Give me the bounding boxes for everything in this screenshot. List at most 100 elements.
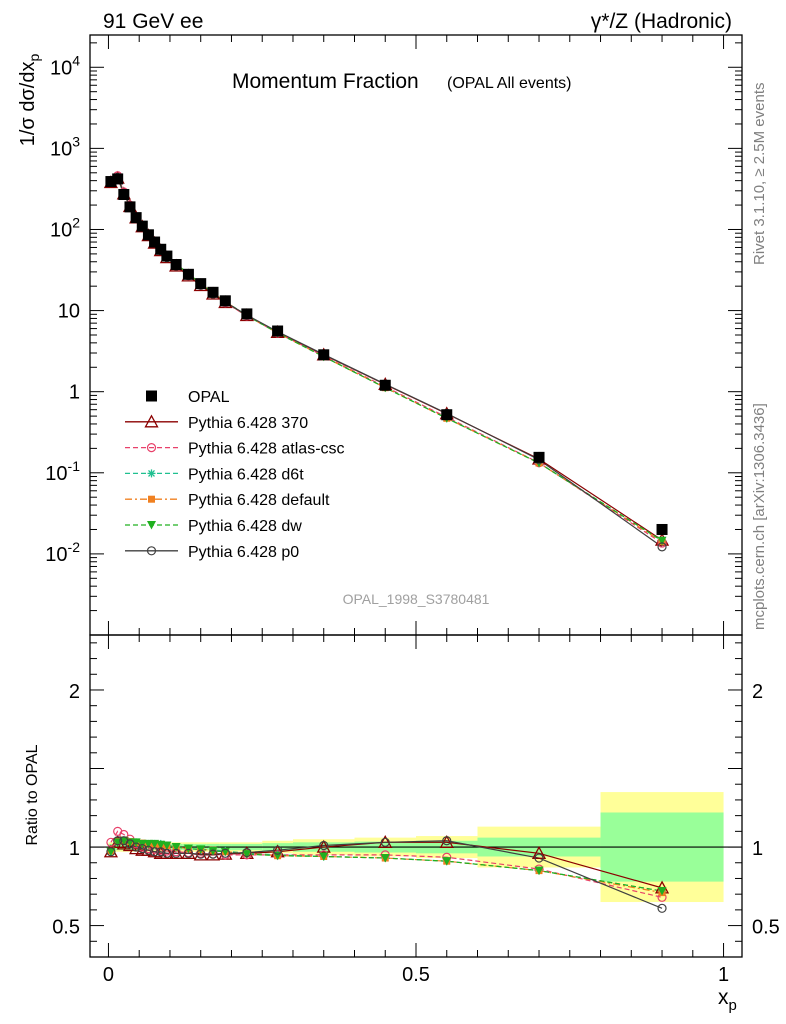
plot-subtitle: (OPAL All events) bbox=[447, 75, 572, 92]
top-series-markers bbox=[103, 170, 670, 552]
data-point-opal bbox=[155, 243, 167, 255]
data-point-opal bbox=[195, 278, 207, 290]
ratio-line-default bbox=[110, 839, 663, 894]
data-point-opal bbox=[130, 212, 142, 224]
data-point-dw bbox=[657, 536, 667, 546]
ratio-point-p0 bbox=[113, 836, 123, 846]
plot-title: Momentum Fraction bbox=[232, 70, 419, 93]
data-point-opal bbox=[272, 325, 284, 337]
x-tick-label: 1 bbox=[718, 964, 729, 986]
data-point-opal bbox=[533, 451, 545, 463]
data-point-opal bbox=[170, 259, 182, 271]
data-point-opal bbox=[182, 268, 194, 280]
ratio-point-p0 bbox=[156, 847, 166, 857]
y-axis-label: 1/σ dσ/dxp bbox=[17, 54, 42, 147]
ratio-point-p370 bbox=[129, 841, 144, 855]
ratio-point-dw bbox=[143, 839, 153, 849]
legend-label-default: Pythia 6.428 default bbox=[188, 492, 330, 509]
ratio-point-p370 bbox=[439, 834, 454, 848]
ratio-point-dw bbox=[171, 843, 181, 852]
series-line-default bbox=[110, 176, 663, 543]
y-tick-label: 103 bbox=[50, 133, 80, 160]
analysis-watermark: OPAL_1998_S3780481 bbox=[343, 591, 490, 607]
data-point-opal bbox=[441, 409, 453, 421]
ratio-point-dw bbox=[442, 857, 452, 866]
legend-marker-atlas bbox=[146, 443, 157, 453]
ratio-point-dw bbox=[242, 850, 252, 859]
ratio-point-p370 bbox=[181, 845, 196, 859]
ratio-tick-label: 2 bbox=[752, 681, 763, 703]
ratio-point-dw bbox=[534, 866, 544, 876]
ratio-point-p0 bbox=[220, 848, 230, 858]
ratio-point-p0 bbox=[106, 847, 116, 857]
top-axes: 10-2 10-1 1 10 102 103 104 bbox=[45, 34, 743, 636]
ratio-point-p0 bbox=[137, 844, 147, 854]
ratio-tick-label: 1 bbox=[752, 838, 763, 860]
ratio-tick-label: 0.5 bbox=[752, 917, 780, 939]
y-tick-label: 10 bbox=[58, 301, 80, 323]
data-point-opal bbox=[105, 176, 117, 188]
ratio-point-p0 bbox=[143, 845, 154, 855]
ratio-point-p0 bbox=[273, 845, 283, 855]
ratio-point-p370 bbox=[531, 845, 547, 859]
ratio-point-p0 bbox=[162, 848, 172, 858]
legend-label-opal: OPAL bbox=[188, 389, 230, 406]
y-tick-label: 10-2 bbox=[45, 539, 80, 566]
legend-label-dw: Pythia 6.428 dw bbox=[188, 518, 302, 535]
legend-marker-d6t bbox=[147, 469, 156, 478]
series-line-dw bbox=[110, 177, 663, 542]
legend-marker-default bbox=[148, 495, 155, 503]
ratio-point-dw bbox=[319, 852, 329, 861]
ratio-point-dw bbox=[106, 847, 116, 857]
y-tick-label: 102 bbox=[50, 214, 80, 241]
header-left: 91 GeV ee bbox=[103, 10, 203, 33]
y-tick-label: 104 bbox=[50, 52, 80, 79]
side-rivet-label: Rivet 3.1.10, ≥ 2.5M events bbox=[751, 83, 768, 266]
legend-marker-dw bbox=[147, 521, 156, 530]
data-point-opal bbox=[136, 220, 148, 232]
ratio-point-dw bbox=[208, 846, 218, 856]
data-point-opal bbox=[149, 236, 161, 248]
legend-label-p0: Pythia 6.428 p0 bbox=[188, 544, 299, 561]
ratio-series-markers bbox=[103, 826, 670, 913]
data-point-p0 bbox=[657, 542, 667, 552]
ratio-point-p370 bbox=[316, 839, 331, 853]
ratio-point-p370 bbox=[193, 847, 208, 861]
legend-marker-p0 bbox=[146, 546, 157, 556]
x-axis-label: xp bbox=[718, 986, 737, 1014]
data-point-opal bbox=[656, 523, 668, 535]
ratio-point-dw bbox=[150, 839, 160, 849]
data-point-opal bbox=[207, 286, 219, 298]
ratio-point-p0 bbox=[534, 853, 544, 863]
star-stroke bbox=[148, 469, 155, 477]
ratio-point-p0 bbox=[657, 903, 667, 913]
ratio-point-p0 bbox=[242, 847, 252, 858]
ratio-point-p0 bbox=[380, 837, 390, 847]
ratio-point-p370 bbox=[205, 847, 221, 861]
data-point-opal bbox=[124, 201, 136, 213]
series-line-d6t bbox=[110, 176, 663, 542]
ratio-point-p0 bbox=[131, 842, 141, 852]
data-point-opal bbox=[379, 379, 391, 391]
ratio-point-p0 bbox=[319, 840, 329, 851]
ratio-line-atlas bbox=[110, 830, 663, 898]
data-point-opal bbox=[112, 173, 124, 185]
legend-marker-opal bbox=[146, 390, 157, 402]
ratio-point-dw bbox=[162, 841, 172, 850]
ratio-point-dw bbox=[156, 840, 166, 850]
ratio-point-p370 bbox=[378, 834, 393, 848]
side-mcplots-label: mcplots.cern.ch [arXiv:1306.3436] bbox=[751, 403, 768, 630]
ratio-point-p370 bbox=[169, 845, 184, 859]
ratio-plot-panel: 0 0.5 1 0.5 0.5 1 1 2 2 Ratio to OPAL xp bbox=[24, 634, 780, 1014]
x-axis-label-text: xp bbox=[718, 986, 737, 1014]
ratio-tick-label: 1 bbox=[69, 838, 80, 860]
ratio-point-p0 bbox=[149, 847, 160, 857]
legend: OPAL Pythia 6.428 370 Pythia 6.428 atlas-c… bbox=[125, 389, 345, 561]
ratio-tick-label: 2 bbox=[69, 681, 80, 703]
data-point-opal bbox=[219, 295, 231, 307]
legend-marker-p370 bbox=[144, 414, 159, 428]
data-point-opal bbox=[161, 250, 173, 262]
x-tick-label: 0.5 bbox=[402, 964, 430, 986]
data-point-opal bbox=[318, 349, 330, 361]
